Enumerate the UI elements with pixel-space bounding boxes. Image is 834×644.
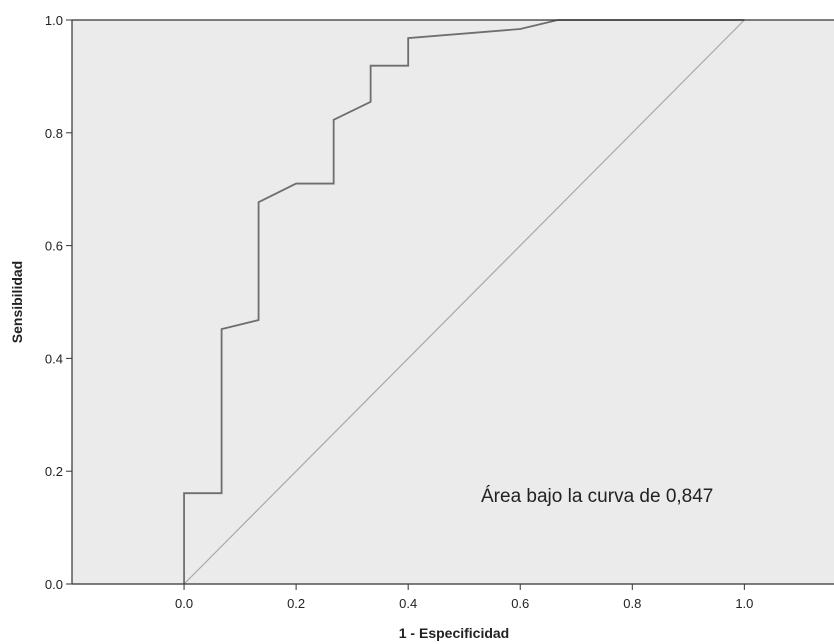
y-axis-title: Sensibilidad [9,261,25,343]
auc-annotation: Área bajo la curva de 0,847 [481,486,713,507]
y-tick-label: 1.0 [45,13,63,28]
x-tick-label: 1.0 [735,596,753,611]
y-tick-label: 0.2 [45,464,63,479]
roc-curve-line [183,19,745,584]
x-tick-label: 0.0 [175,596,193,611]
y-tick-label: 0.6 [45,239,63,254]
y-tick-label: 0.0 [45,577,63,592]
y-tick-label: 0.8 [45,126,63,141]
plot-area [72,20,834,584]
x-axis-title: 1 - Especificidad [399,625,509,641]
reference-diagonal-line [183,19,745,585]
x-tick-label: 0.2 [287,596,305,611]
x-tick-label: 0.4 [399,596,417,611]
x-tick-label: 0.8 [623,596,641,611]
y-tick-label: 0.4 [45,351,63,366]
x-tick-label: 0.6 [511,596,529,611]
